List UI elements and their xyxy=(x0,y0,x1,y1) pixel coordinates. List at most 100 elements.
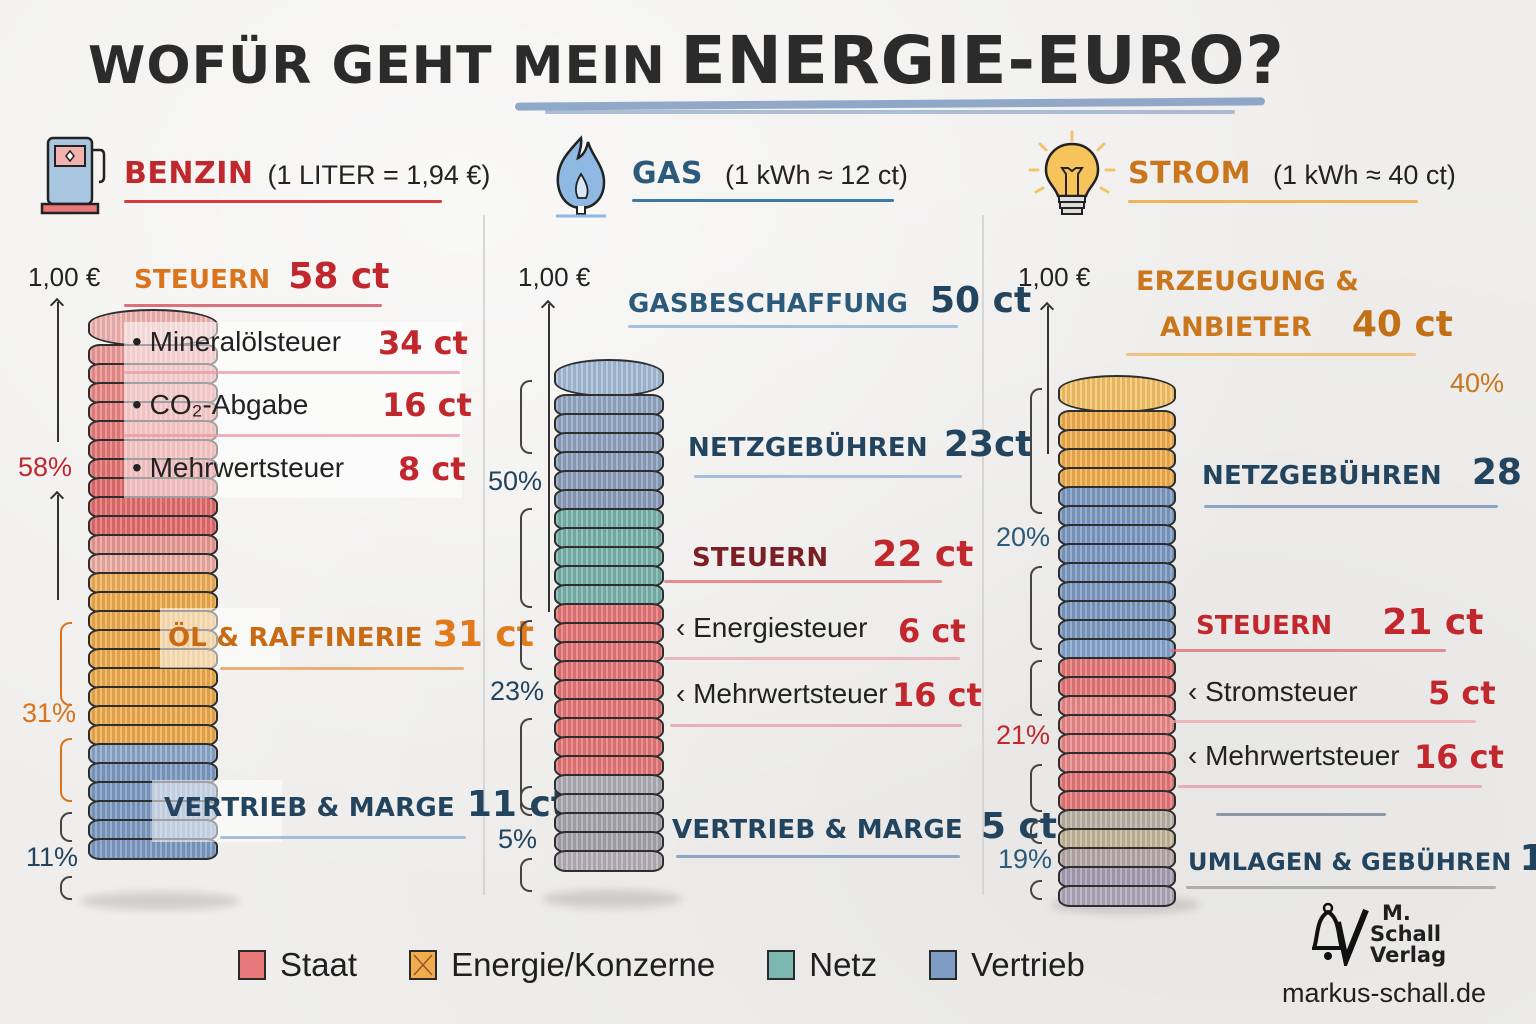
flame-icon xyxy=(556,135,606,218)
group-label-steuern: STEUERN 21 ct xyxy=(1196,602,1483,643)
section-header-strom: STROM (1 kWh ≈ 40 ct) xyxy=(1128,156,1456,191)
group-title: VERTRIEB & MARGE xyxy=(164,793,455,823)
coin-staat xyxy=(1058,676,1176,698)
sub-item-value: 16 ct xyxy=(892,676,982,714)
group-title-line1: ERZEUGUNG & xyxy=(1136,266,1360,297)
coin-vertrieb xyxy=(1058,524,1176,546)
column-divider xyxy=(483,215,485,895)
label-rule xyxy=(124,434,460,437)
percent-steuern: 58% xyxy=(18,452,73,482)
group-value: 28 ct xyxy=(1471,452,1536,493)
label-rule xyxy=(124,304,382,307)
coin-energie xyxy=(88,667,218,689)
percent-vertrieb: 11% xyxy=(26,842,79,872)
coin-staat xyxy=(554,717,664,739)
coin-vertrieb xyxy=(554,413,664,435)
publisher-name: M. Schall Verlag xyxy=(1370,900,1447,967)
publisher-website: markus-schall.de xyxy=(1282,978,1487,1008)
group-label-vertrieb: VERTRIEB & MARGE 5 ct xyxy=(672,806,1057,847)
coin-energie xyxy=(88,724,218,746)
coin-vertrieb xyxy=(554,850,664,872)
percent-netz: 20% xyxy=(996,522,1051,552)
group-label-oel: ÖL & RAFFINERIE 31 ct xyxy=(168,614,534,655)
legend: Staat Energie/Konzerne Netz Vertrieb xyxy=(238,946,1137,984)
column-divider xyxy=(982,215,984,895)
coin-staat xyxy=(1058,733,1176,755)
percent-erzeugung: 40% xyxy=(1450,368,1505,398)
coin-vertrieb xyxy=(554,489,664,511)
coin-vertrieb xyxy=(554,359,664,397)
label-rule xyxy=(1170,649,1446,652)
axis-top-label: 1,00 € xyxy=(518,262,591,292)
section-underline xyxy=(124,200,442,203)
label-rule xyxy=(628,325,958,328)
coin-staat xyxy=(554,641,664,663)
bracket-netz xyxy=(1030,388,1042,514)
legend-label: Vertrieb xyxy=(971,946,1085,983)
group-label-erzeugung: ERZEUGUNG & xyxy=(1136,266,1359,297)
coin-umlagen xyxy=(1058,847,1176,869)
section-title: STROM xyxy=(1128,156,1252,191)
label-rule xyxy=(220,836,466,839)
label-rule xyxy=(670,724,962,727)
sub-item-label: ‹ Mehrwertsteuer xyxy=(1188,740,1400,771)
section-header-benzin: BENZIN (1 LITER = 1,94 €) xyxy=(124,156,490,191)
stack-shadow xyxy=(80,892,240,910)
group-title: STEUERN xyxy=(134,265,271,295)
coin-energie xyxy=(88,705,218,727)
group-value: 31 ct xyxy=(432,614,534,655)
bracket-netz xyxy=(520,620,532,670)
group-value: 21 ct xyxy=(1382,602,1484,643)
coin-staat xyxy=(1058,790,1176,812)
axis-arrow xyxy=(1047,306,1049,454)
group-label-netz: NETZGEBÜHREN 28 ct xyxy=(1202,452,1536,493)
group-title-line2: ANBIETER xyxy=(1160,312,1312,343)
legend-swatch-staat xyxy=(238,950,266,980)
coin-energie xyxy=(1058,375,1176,413)
group-title: UMLAGEN & GEBÜHREN xyxy=(1188,848,1512,876)
group-title: ÖL & RAFFINERIE xyxy=(168,623,423,653)
sub-item-value: 5 ct xyxy=(1428,674,1496,712)
percent-netz: 23% xyxy=(490,676,545,706)
coin-staat xyxy=(554,679,664,701)
section-title: GAS xyxy=(632,156,703,191)
sub-item-value: 8 ct xyxy=(398,450,466,488)
bracket-oel xyxy=(60,622,72,706)
group-title: GASBESCHAFFUNG xyxy=(628,289,908,319)
title-underline-secondary xyxy=(545,110,1235,114)
group-label-netz: NETZGEBÜHREN 23ct xyxy=(688,424,1033,465)
coin-staat xyxy=(1058,752,1176,774)
bracket-steuern xyxy=(1030,660,1042,716)
sub-item-label: ‹ Energiesteuer xyxy=(676,612,868,643)
label-rule xyxy=(676,855,960,858)
axis-arrow xyxy=(548,304,550,612)
group-value: 5 ct xyxy=(980,806,1057,847)
bracket-vertrieb xyxy=(520,786,532,816)
section-underline xyxy=(632,199,894,202)
coin-staat xyxy=(88,534,218,556)
sub-item-label: • CO₂-Abgabe xyxy=(132,389,309,420)
percent-umlagen: 19% xyxy=(998,844,1053,874)
sub-item-label: ‹ Mehrwertsteuer xyxy=(676,678,888,709)
coin-netz xyxy=(554,508,664,530)
label-rule xyxy=(1178,785,1482,788)
group-title: STEUERN xyxy=(1196,611,1333,641)
group-value: 22 ct xyxy=(872,534,974,575)
legend-item-energie: Energie/Konzerne xyxy=(409,946,715,984)
label-rule xyxy=(1216,813,1386,816)
label-rule xyxy=(664,657,960,660)
coin-vertrieb xyxy=(88,762,218,784)
legend-swatch-netz xyxy=(767,950,796,980)
sub-item-label: ‹ Stromsteuer xyxy=(1188,676,1358,707)
group-value: 58 ct xyxy=(288,256,390,297)
page-title: WOFÜR GEHT MEIN ENERGIE-EURO? xyxy=(88,22,1285,99)
bracket-oel xyxy=(60,738,72,802)
legend-item-staat: Staat xyxy=(238,946,357,984)
group-label-umlagen: UMLAGEN & GEBÜHREN 11 ct xyxy=(1188,838,1536,879)
coin-vertrieb xyxy=(1058,581,1176,603)
coin-stack-gas xyxy=(554,359,664,872)
coin-vertrieb xyxy=(1058,505,1176,527)
bell-logo-icon xyxy=(1312,902,1369,966)
sub-item-value: 6 ct xyxy=(898,612,966,650)
publisher-logo: M. Schall Verlag xyxy=(1312,902,1446,966)
